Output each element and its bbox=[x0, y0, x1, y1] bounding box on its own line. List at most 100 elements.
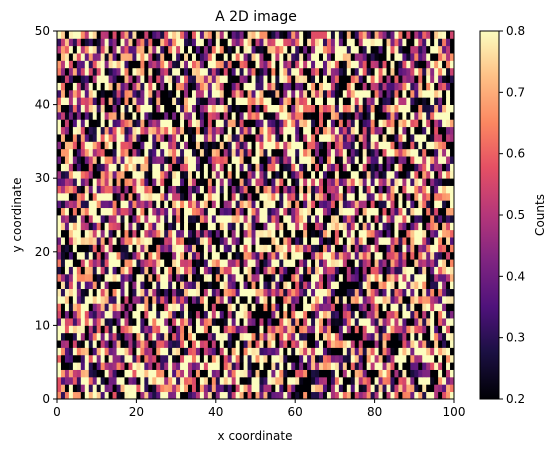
heatmap-cell bbox=[426, 75, 431, 83]
heatmap-cell bbox=[402, 104, 407, 113]
heatmap-cell bbox=[128, 156, 133, 164]
heatmap-cell bbox=[322, 251, 328, 260]
heatmap-cell bbox=[271, 178, 276, 186]
heatmap-cell bbox=[199, 207, 205, 216]
heatmap-cell bbox=[374, 97, 379, 105]
heatmap-cell bbox=[172, 126, 177, 135]
heatmap-cell bbox=[410, 259, 415, 267]
heatmap-cell bbox=[358, 354, 364, 363]
heatmap-cell bbox=[80, 126, 86, 135]
heatmap-cell bbox=[195, 53, 201, 61]
heatmap-cell bbox=[164, 295, 169, 304]
heatmap-cell bbox=[180, 391, 185, 400]
heatmap-cell bbox=[330, 266, 336, 275]
heatmap-cell bbox=[120, 244, 125, 253]
heatmap-cell bbox=[132, 185, 137, 194]
heatmap-cell bbox=[346, 178, 352, 186]
heatmap-cell bbox=[418, 89, 423, 98]
heatmap-cell bbox=[223, 222, 229, 231]
heatmap-cell bbox=[57, 53, 62, 61]
heatmap-cell bbox=[418, 75, 423, 83]
heatmap-cell bbox=[271, 347, 276, 356]
heatmap-cell bbox=[231, 362, 237, 370]
heatmap-cell bbox=[362, 67, 368, 76]
heatmap-cell bbox=[402, 53, 407, 61]
heatmap-cell bbox=[227, 369, 233, 378]
heatmap-cell bbox=[100, 229, 106, 238]
heatmap-cell bbox=[442, 273, 447, 282]
heatmap-cell bbox=[116, 362, 121, 370]
heatmap-cell bbox=[235, 170, 241, 179]
heatmap-cell bbox=[243, 200, 248, 209]
heatmap-cell bbox=[84, 97, 90, 105]
heatmap-cell bbox=[346, 222, 352, 231]
heatmap-cell bbox=[116, 310, 121, 319]
heatmap-cell bbox=[446, 75, 451, 83]
heatmap-cell bbox=[378, 281, 383, 289]
heatmap-cell bbox=[382, 222, 387, 231]
heatmap-cell bbox=[68, 237, 74, 245]
heatmap-cell bbox=[140, 192, 145, 201]
heatmap-cell bbox=[342, 148, 348, 157]
heatmap-cell bbox=[100, 303, 106, 312]
heatmap-cell bbox=[156, 89, 161, 98]
heatmap-cell bbox=[267, 325, 272, 334]
heatmap-cell bbox=[108, 332, 113, 341]
heatmap-cell bbox=[446, 141, 451, 150]
heatmap-cell bbox=[414, 310, 419, 319]
heatmap-cell bbox=[410, 303, 415, 312]
heatmap-cell bbox=[386, 97, 391, 105]
heatmap-cell bbox=[386, 67, 391, 76]
heatmap-cell bbox=[148, 384, 153, 393]
heatmap-cell bbox=[299, 332, 304, 341]
heatmap-cell bbox=[446, 295, 451, 304]
heatmap-cell bbox=[128, 288, 133, 297]
heatmap-cell bbox=[211, 251, 217, 260]
heatmap-cell bbox=[191, 163, 197, 172]
heatmap-cell bbox=[84, 215, 90, 223]
heatmap-cell bbox=[342, 45, 348, 54]
heatmap-cell bbox=[76, 200, 82, 209]
heatmap-cell bbox=[148, 200, 153, 209]
heatmap-cell bbox=[160, 266, 165, 275]
heatmap-cell bbox=[57, 303, 62, 312]
heatmap-cell bbox=[140, 318, 145, 326]
heatmap-cell bbox=[96, 310, 102, 319]
heatmap-cell bbox=[215, 354, 221, 363]
heatmap-cell bbox=[394, 141, 399, 150]
heatmap-cell bbox=[203, 229, 209, 238]
heatmap-cell bbox=[287, 156, 292, 164]
heatmap-cell bbox=[255, 384, 260, 393]
heatmap-cell bbox=[402, 185, 407, 194]
heatmap-cell bbox=[259, 281, 264, 289]
heatmap-cell bbox=[263, 89, 268, 98]
heatmap-cell bbox=[188, 259, 193, 267]
heatmap-cell bbox=[108, 295, 113, 304]
heatmap-cell bbox=[434, 222, 439, 231]
heatmap-cell bbox=[446, 259, 451, 267]
heatmap-cell bbox=[398, 38, 403, 47]
heatmap-cell bbox=[330, 67, 336, 76]
heatmap-cell bbox=[406, 192, 411, 201]
heatmap-cell bbox=[132, 295, 137, 304]
heatmap-cell bbox=[57, 369, 62, 378]
heatmap-cell bbox=[148, 126, 153, 135]
heatmap-cell bbox=[442, 111, 447, 120]
heatmap-cell bbox=[326, 119, 332, 128]
heatmap-cell bbox=[422, 340, 427, 348]
heatmap-cell bbox=[374, 207, 379, 216]
heatmap-cell bbox=[128, 200, 133, 209]
heatmap-cell bbox=[251, 207, 256, 216]
heatmap-cell bbox=[450, 340, 455, 348]
heatmap-cell bbox=[438, 67, 443, 76]
heatmap-cell bbox=[442, 362, 447, 370]
heatmap-cell bbox=[366, 303, 372, 312]
heatmap-cell bbox=[334, 31, 340, 39]
heatmap-cell bbox=[227, 340, 233, 348]
heatmap-cell bbox=[128, 391, 133, 400]
heatmap-cell bbox=[227, 82, 233, 91]
heatmap-cell bbox=[136, 244, 141, 253]
heatmap-cell bbox=[231, 332, 237, 341]
heatmap-cell bbox=[418, 38, 423, 47]
heatmap-cell bbox=[378, 45, 383, 54]
